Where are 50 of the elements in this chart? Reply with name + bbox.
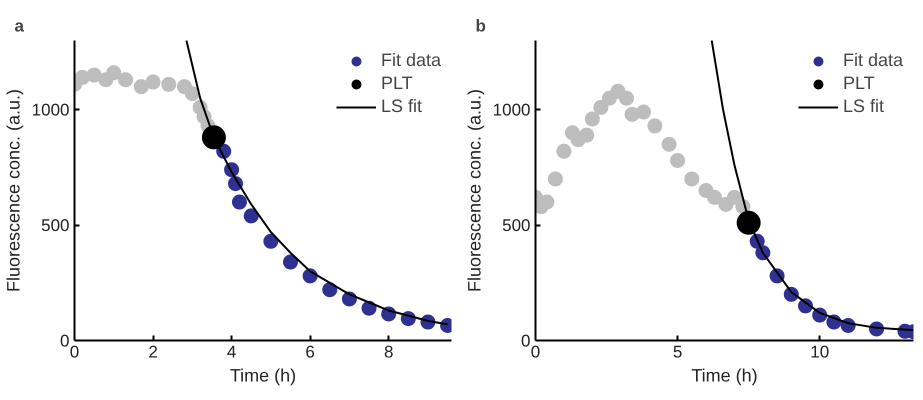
point [662, 136, 677, 152]
point [647, 118, 662, 134]
point [736, 210, 761, 235]
point [684, 171, 700, 186]
x-axis-title: Time (h) [691, 366, 758, 386]
y-axis-title: Fluorescence conc. (a.u.) [464, 88, 485, 292]
y-tick-label: 500 [41, 216, 70, 236]
point [282, 254, 298, 270]
point [86, 68, 102, 83]
point [579, 128, 594, 143]
legend-label: PLT [380, 73, 413, 94]
point [161, 76, 176, 92]
point [106, 65, 122, 80]
x-tick-label: 6 [305, 342, 315, 362]
y-tick-label: 500 [502, 216, 531, 236]
point [134, 79, 149, 94]
x-tick-label: 4 [226, 342, 236, 362]
point [202, 125, 226, 150]
point [184, 86, 200, 102]
point [670, 153, 686, 168]
point [118, 72, 134, 88]
point [707, 190, 722, 205]
chart-title: b [476, 16, 486, 36]
point [726, 190, 742, 205]
point [244, 208, 259, 224]
y-axis-title: Fluorescence conc. (a.u.) [4, 88, 24, 292]
x-tick-label: 8 [384, 342, 394, 362]
point [556, 144, 572, 159]
point [232, 194, 247, 210]
point [618, 90, 634, 106]
point [548, 171, 563, 186]
point [146, 74, 161, 90]
point [322, 282, 338, 298]
x-axis-title: Time (h) [230, 366, 296, 386]
legend-label: Fit data [842, 50, 903, 71]
point [593, 100, 608, 115]
y-tick-label: 1000 [492, 100, 531, 120]
point [263, 234, 278, 249]
legend-label: PLT [842, 73, 875, 94]
point [74, 70, 90, 85]
x-tick-label: 5 [672, 342, 682, 362]
y-tick-label: 1000 [32, 100, 70, 120]
legend-label: LS fit [380, 96, 422, 117]
chart-title: a [14, 16, 24, 36]
x-tick-label: 10 [810, 342, 830, 362]
point [584, 111, 600, 126]
legend-label: LS fit [842, 96, 884, 117]
legend-label: Fit data [380, 50, 441, 71]
x-tick-label: 2 [148, 342, 158, 362]
point [636, 104, 651, 120]
